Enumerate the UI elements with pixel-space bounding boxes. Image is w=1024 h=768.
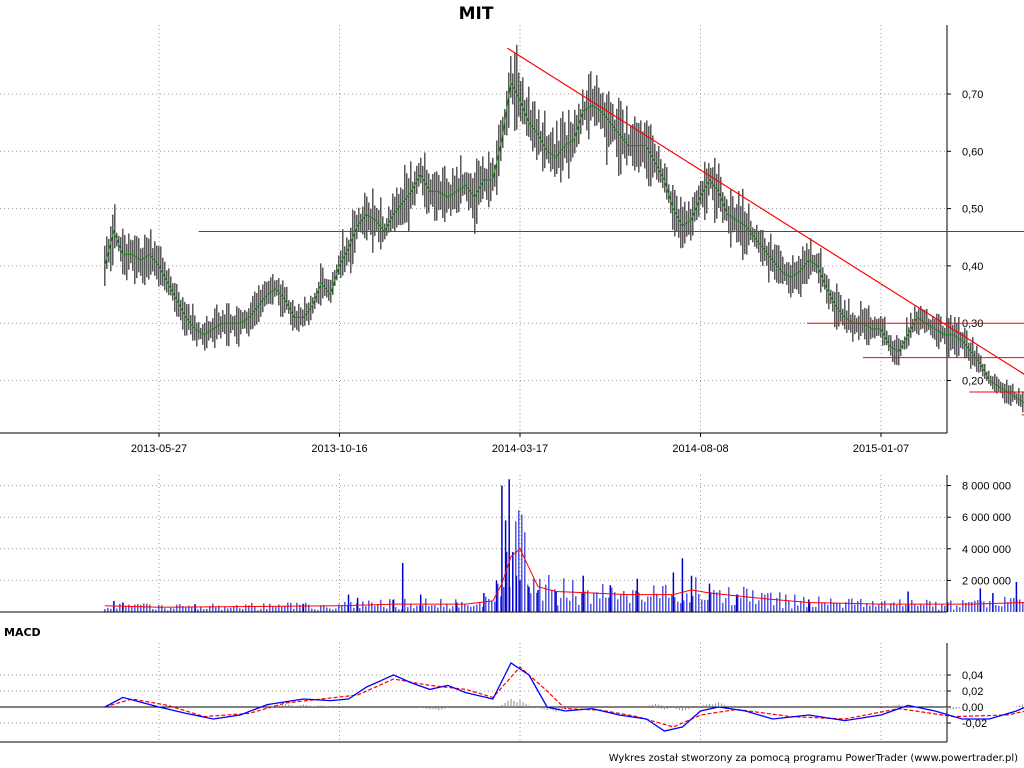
macd-panel-title: MACD	[4, 626, 41, 639]
x-tick-label: 2013-10-16	[311, 443, 367, 455]
macd-panel: 0,04 0,02 0,00 -0,02	[0, 643, 1024, 743]
signal-line	[104, 666, 1024, 728]
x-tick-label: 2015-01-07	[853, 443, 909, 455]
y-tick-label: 0,60	[962, 146, 983, 158]
y-tick-label: 0,04	[962, 670, 983, 682]
footer-credit: Wykres został stworzony za pomocą progra…	[609, 753, 1018, 764]
x-tick-label: 2014-03-17	[492, 443, 548, 455]
y-tick-label: 0,50	[962, 204, 983, 216]
y-tick-label: 0,00	[962, 702, 983, 714]
chart-title: MIT	[459, 4, 494, 24]
macd-line	[104, 662, 1024, 732]
y-tick-label: 4 000 000	[962, 544, 1011, 556]
downtrend-line	[507, 47, 1024, 375]
y-tick-label: 0,30	[962, 318, 983, 330]
y-tick-label: 0,70	[962, 89, 983, 101]
x-tick-label: 2014-08-08	[672, 443, 728, 455]
y-tick-label: -0,02	[962, 718, 987, 730]
x-tick-label: 2013-05-27	[131, 443, 187, 455]
y-tick-label: 0,02	[962, 686, 983, 698]
price-line	[104, 80, 1024, 404]
y-tick-label: 2 000 000	[962, 575, 1011, 587]
y-tick-label: 6 000 000	[962, 512, 1011, 524]
y-tick-label: 0,40	[962, 261, 983, 273]
volume-panel: 8 000 000 6 000 000 4 000 000 2 000 000	[0, 475, 1024, 613]
volume-average-line	[104, 547, 1024, 608]
price-panel: 2013-05-27 2013-10-16 2014-03-17 2014-08-08…	[0, 25, 1024, 455]
y-tick-label: 0,20	[962, 376, 983, 388]
y-tick-label: 8 000 000	[962, 481, 1011, 493]
